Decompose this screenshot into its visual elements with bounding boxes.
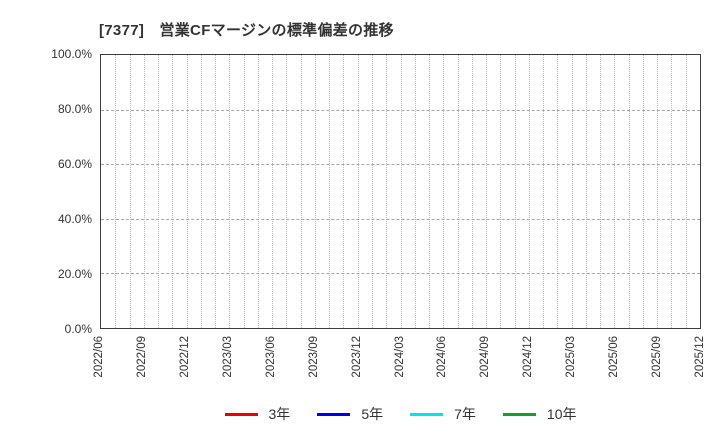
vertical-gridline [600,55,602,328]
y-axis-tick-label: 0.0% [64,322,92,336]
x-axis-tick-label: 2024/12 [522,336,535,378]
vertical-gridline [500,55,502,328]
vertical-gridline [471,55,473,328]
vertical-gridline [657,55,659,328]
vertical-gridline [357,55,359,328]
vertical-gridline [585,55,587,328]
x-axis-tick-label: 2025/12 [694,336,706,378]
x-axis-tick-label: 2024/09 [479,336,492,378]
y-axis-tick-label: 20.0% [57,267,92,281]
x-axis-tick-label: 2023/09 [307,336,320,378]
vertical-gridline [215,55,217,328]
vertical-gridline [457,55,459,328]
vertical-gridline [329,55,331,328]
vertical-gridline [443,55,445,328]
horizontal-gridline [101,218,700,220]
legend-item-7年: 7年 [410,404,476,424]
horizontal-gridline [101,109,700,111]
horizontal-gridline [101,164,700,166]
legend-item-5年: 5年 [317,404,383,424]
vertical-gridline [543,55,545,328]
x-axis-tick-label: 2023/06 [264,336,277,378]
x-axis-tick-label: 2025/09 [651,336,664,378]
vertical-gridline [557,55,559,328]
vertical-gridline [172,55,174,328]
legend-item-10年: 10年 [502,404,577,424]
y-axis-tick-label: 100.0% [51,47,92,61]
chart-legend: 3年 5年 7年 10年 [100,403,701,425]
vertical-gridline [486,55,488,328]
vertical-gridline [257,55,259,328]
vertical-gridline [528,55,530,328]
legend-label: 5年 [361,406,384,422]
legend-line-swatch [502,412,536,416]
x-axis-tick-label: 2023/12 [350,336,363,378]
vertical-gridline [371,55,373,328]
horizontal-gridline [101,273,700,275]
x-axis-tick-label: 2025/06 [608,336,621,378]
vertical-gridline [158,55,160,328]
x-axis-tick-label: 2025/03 [565,336,578,378]
legend-line-swatch [224,412,258,416]
vertical-gridline [386,55,388,328]
vertical-gridline [685,55,687,328]
vertical-gridline [186,55,188,328]
x-axis-tick-label: 2022/09 [135,336,148,378]
vertical-gridline [628,55,630,328]
vertical-gridline [272,55,274,328]
vertical-gridline [671,55,673,328]
legend-label: 7年 [454,406,476,422]
y-axis-tick-label: 60.0% [57,157,92,171]
vertical-gridline [514,55,516,328]
vertical-gridline [429,55,431,328]
legend-item-3年: 3年 [224,404,291,424]
y-axis-tick-label: 40.0% [57,212,92,226]
x-axis-tick-label: 2022/12 [178,336,191,378]
vertical-gridline [200,55,202,328]
x-axis-tick-label: 2022/06 [93,336,105,378]
y-axis-tick-label: 80.0% [57,102,92,116]
vertical-gridline [129,55,131,328]
plot-area [100,54,701,329]
vertical-gridline [343,55,345,328]
vertical-gridline [143,55,145,328]
chart-title: [7377] 営業CFマージンの標準偏差の推移 [99,22,394,39]
legend-line-swatch [317,412,351,416]
vertical-gridline [400,55,402,328]
vertical-gridline [243,55,245,328]
x-axis-tick-label: 2024/06 [436,336,449,378]
vertical-gridline [300,55,302,328]
x-axis-tick-label: 2024/03 [393,336,406,378]
legend-label: 3年 [268,406,291,422]
vertical-gridline [414,55,416,328]
legend-line-swatch [410,412,444,416]
vertical-gridline [614,55,616,328]
series-lines [101,55,702,330]
vertical-gridline [642,55,644,328]
x-axis-tick-label: 2023/03 [221,336,234,378]
vertical-gridline [314,55,316,328]
legend-label: 10年 [546,406,577,422]
vertical-gridline [229,55,231,328]
vertical-gridline [286,55,288,328]
vertical-gridline [571,55,573,328]
vertical-gridline [115,55,117,328]
